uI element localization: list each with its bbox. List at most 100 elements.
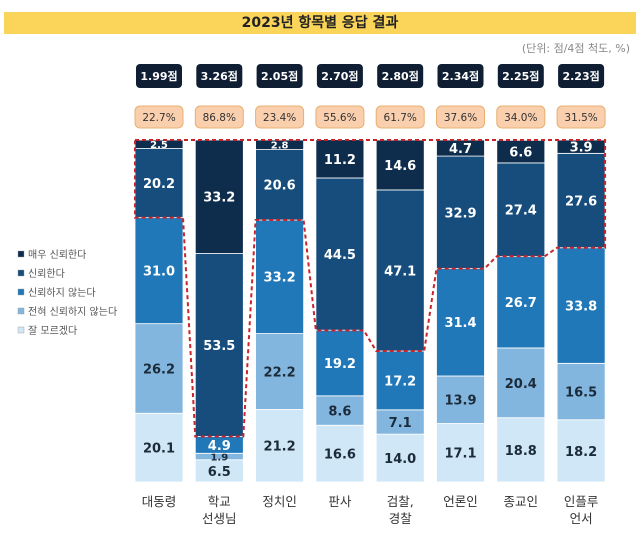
- percent-label: 86.8%: [203, 112, 236, 124]
- bar-segment: [556, 247, 606, 364]
- percent-badge: [556, 105, 606, 129]
- data-label: 20.6: [264, 179, 296, 194]
- bar-segment: [556, 419, 606, 483]
- legend-swatch: [17, 326, 25, 334]
- data-label: 8.6: [328, 404, 351, 419]
- data-label: 33.2: [203, 191, 235, 206]
- score-badge: [558, 64, 605, 88]
- data-label: 4.9: [208, 439, 231, 454]
- percent-label: 31.5%: [564, 112, 597, 124]
- score-label: 1.99점: [140, 69, 177, 83]
- score-label: 2.05점: [261, 69, 298, 83]
- bar-segment: [375, 433, 425, 483]
- data-label: 11.2: [324, 153, 356, 168]
- data-label: 21.2: [264, 440, 296, 455]
- legend-label: 신뢰한다: [28, 268, 65, 280]
- legend-swatch: [17, 250, 25, 258]
- percent-badge: [134, 105, 184, 129]
- bar-segment: [375, 189, 425, 352]
- percent-label: 34.0%: [504, 112, 537, 124]
- data-label: 17.1: [444, 447, 476, 462]
- category-label: 선생님: [202, 511, 237, 526]
- bar-segment: [134, 323, 184, 414]
- bar-segment: [255, 149, 305, 221]
- data-label: 14.6: [384, 159, 416, 174]
- bar-segment: [375, 139, 425, 191]
- data-label: 32.9: [444, 206, 476, 221]
- bar-segment: [315, 424, 365, 483]
- bar-segment: [496, 347, 546, 419]
- legend-swatch: [17, 288, 25, 296]
- data-label: 53.5: [203, 339, 235, 354]
- category-label: 인플루: [564, 494, 599, 509]
- category-label: 검찰,: [387, 494, 414, 509]
- data-label: 31.0: [143, 265, 175, 280]
- bar-segment: [496, 162, 546, 258]
- data-label: 13.9: [444, 394, 476, 409]
- score-badge: [136, 64, 182, 88]
- percent-badge: [375, 105, 425, 129]
- percent-label: 23.4%: [263, 112, 296, 124]
- bar-segment: [134, 148, 184, 219]
- data-label: 31.4: [444, 316, 476, 331]
- bar-segment: [436, 423, 485, 483]
- category-label: 학교: [208, 494, 231, 509]
- category-label: 언서: [570, 511, 593, 526]
- category-label: 정치인: [262, 494, 297, 509]
- data-label: 26.7: [505, 296, 537, 311]
- data-label: 14.0: [384, 452, 416, 467]
- data-label: 6.6: [509, 146, 532, 161]
- data-label: 2.5: [150, 140, 168, 151]
- data-label: 26.2: [143, 362, 175, 377]
- bar-segment: [556, 152, 606, 249]
- bar-segment: [255, 409, 305, 483]
- data-label: 22.2: [264, 365, 296, 380]
- data-label: 20.4: [505, 377, 537, 392]
- data-label: 33.2: [264, 271, 296, 286]
- bar-segment: [315, 329, 365, 397]
- percent-badge: [496, 105, 546, 129]
- percent-label: 55.6%: [323, 112, 356, 124]
- chart-title: 2023년 항목별 응답 결과: [4, 12, 636, 34]
- data-label: 19.2: [324, 357, 356, 372]
- data-label: 18.2: [565, 445, 597, 460]
- unit-note: (단위: 점/4점 척도, %): [521, 42, 630, 55]
- data-label: 4.7: [449, 142, 472, 157]
- legend-label: 매우 신뢰한다: [28, 249, 86, 261]
- score-badge: [497, 64, 544, 88]
- category-label: 종교인: [504, 494, 539, 509]
- bar-segment: [194, 139, 244, 254]
- data-label: 7.1: [389, 416, 412, 431]
- bar-segment: [255, 333, 305, 410]
- data-label: 20.1: [143, 442, 175, 457]
- category-label: 경찰: [389, 511, 413, 526]
- data-label: 6.5: [208, 465, 231, 480]
- score-label: 3.26점: [201, 69, 238, 83]
- percent-badge: [194, 105, 244, 129]
- data-label: 33.8: [565, 299, 597, 314]
- data-label: 47.1: [384, 264, 416, 279]
- score-label: 2.70점: [321, 69, 358, 83]
- data-label: 44.5: [324, 248, 356, 263]
- data-label: 17.2: [384, 374, 416, 389]
- trust-highlight-outline: [134, 139, 607, 438]
- legend-label: 잘 모르겠다: [28, 325, 77, 337]
- percent-badge: [315, 105, 365, 129]
- data-label: 18.8: [505, 444, 537, 459]
- bar-segment: [496, 417, 546, 483]
- data-label: 16.5: [565, 385, 597, 400]
- percent-label: 61.7%: [384, 112, 417, 124]
- data-label: 1.9: [210, 452, 228, 463]
- score-badge: [256, 64, 303, 88]
- legend-swatch: [17, 269, 25, 277]
- bar-segment: [134, 412, 184, 483]
- percent-badge: [436, 105, 485, 129]
- legend-swatch: [17, 307, 25, 315]
- category-label: 대동령: [142, 494, 177, 509]
- score-label: 2.23점: [562, 69, 599, 83]
- score-label: 2.25점: [502, 69, 539, 83]
- bar-segment: [315, 139, 365, 179]
- bar-segment: [255, 219, 305, 334]
- bar-segment: [194, 253, 244, 437]
- bar-segment: [436, 268, 485, 377]
